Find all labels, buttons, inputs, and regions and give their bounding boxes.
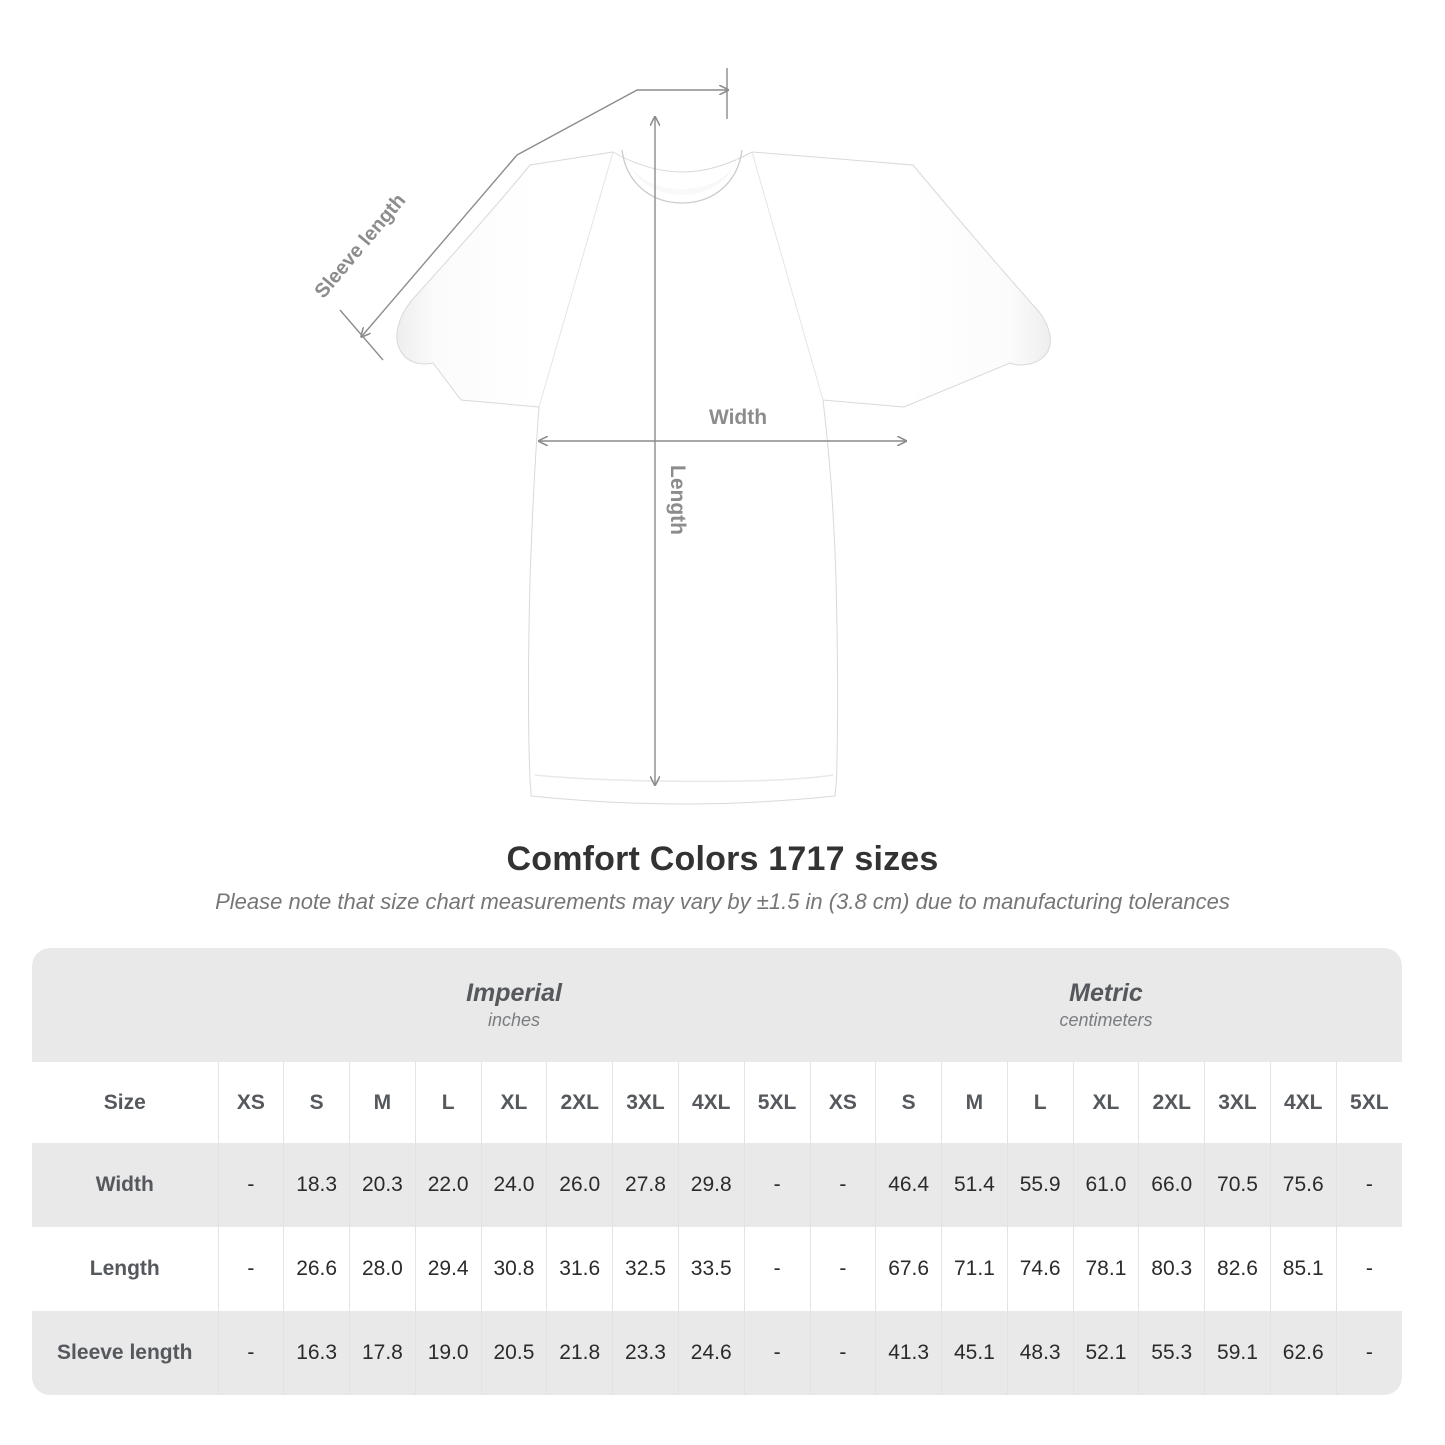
svg-text:Width: Width <box>709 406 767 429</box>
svg-text:Sleeve length: Sleeve length <box>311 190 411 303</box>
svg-text:Length: Length <box>666 465 689 535</box>
